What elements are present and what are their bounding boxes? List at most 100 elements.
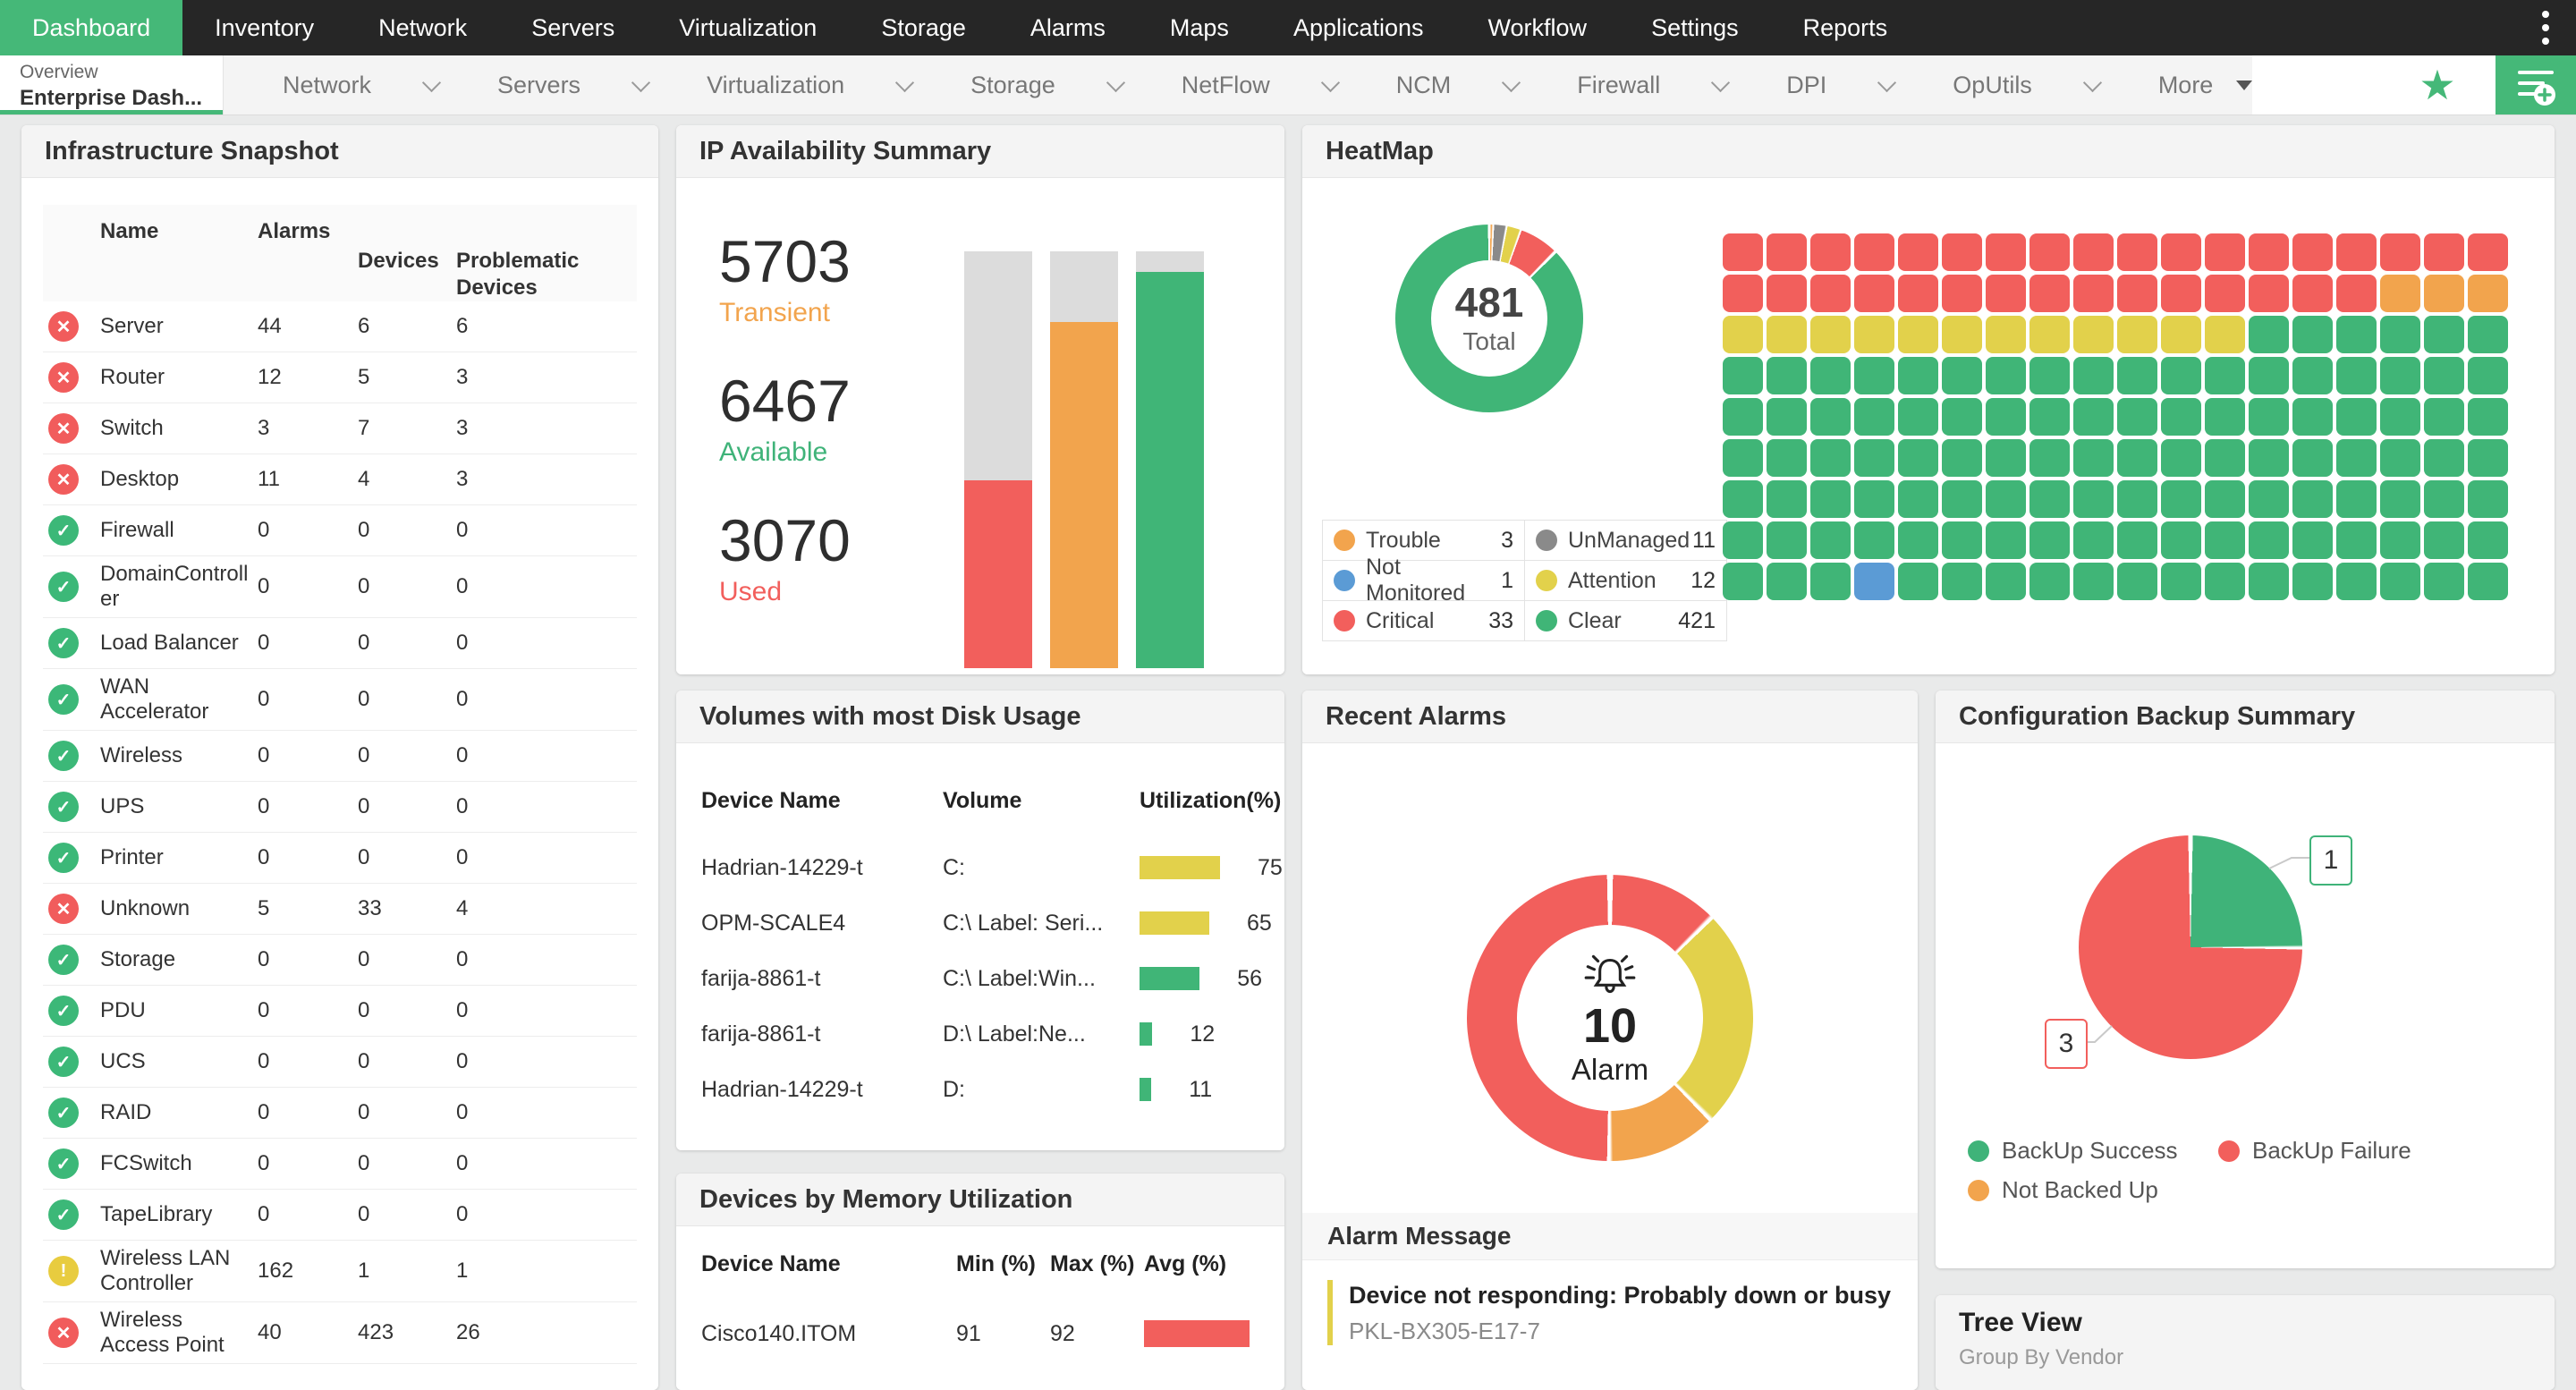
infra-row-wan-accelerator[interactable]: ✓ WAN Accelerator 0 0 0: [43, 669, 637, 731]
heatmap-cell-r2c16[interactable]: [2424, 316, 2464, 353]
heatmap-cell-r1c4[interactable]: [1898, 275, 1938, 312]
heatmap-cell-r0c3[interactable]: [1854, 233, 1894, 271]
heatmap-cell-r2c14[interactable]: [2336, 316, 2377, 353]
heatmap-cell-r3c11[interactable]: [2205, 357, 2245, 394]
heatmap-cell-r2c13[interactable]: [2292, 316, 2333, 353]
heatmap-cell-r2c4[interactable]: [1898, 316, 1938, 353]
heatmap-cell-r4c10[interactable]: [2161, 398, 2201, 436]
heatmap-cell-r1c14[interactable]: [2336, 275, 2377, 312]
heatmap-cell-r2c11[interactable]: [2205, 316, 2245, 353]
heatmap-cell-r1c12[interactable]: [2249, 275, 2289, 312]
legend-item-clear[interactable]: Clear 421: [1525, 601, 1727, 641]
nav-tab-servers[interactable]: Servers: [531, 13, 615, 41]
heatmap-cell-r6c8[interactable]: [2073, 480, 2114, 518]
volume-row[interactable]: farija-8861-t D:\ Label:Ne... 12: [676, 1006, 1284, 1062]
backup-pie-chart[interactable]: [2079, 835, 2302, 1059]
heatmap-cell-r4c8[interactable]: [2073, 398, 2114, 436]
dashboard-tab-firewall[interactable]: Firewall: [1518, 55, 1731, 114]
heatmap-cell-r0c10[interactable]: [2161, 233, 2201, 271]
heatmap-cell-r4c9[interactable]: [2117, 398, 2157, 436]
heatmap-cell-r0c14[interactable]: [2336, 233, 2377, 271]
heatmap-cell-r1c7[interactable]: [2029, 275, 2070, 312]
heatmap-cell-r7c15[interactable]: [2380, 521, 2420, 559]
heatmap-cell-r4c12[interactable]: [2249, 398, 2289, 436]
heatmap-cell-r5c6[interactable]: [1986, 439, 2026, 477]
dashboard-tab-oputils[interactable]: OpUtils: [1894, 55, 2102, 114]
nav-tab-settings[interactable]: Settings: [1651, 13, 1739, 41]
heatmap-cell-r6c2[interactable]: [1810, 480, 1851, 518]
heatmap-cell-r7c8[interactable]: [2073, 521, 2114, 559]
heatmap-cell-r0c12[interactable]: [2249, 233, 2289, 271]
heatmap-cell-r5c13[interactable]: [2292, 439, 2333, 477]
heatmap-cell-r7c14[interactable]: [2336, 521, 2377, 559]
heatmap-cell-r8c16[interactable]: [2424, 563, 2464, 600]
overflow-menu-icon[interactable]: [2515, 0, 2576, 55]
heatmap-cell-r7c0[interactable]: [1723, 521, 1763, 559]
heatmap-cell-r2c15[interactable]: [2380, 316, 2420, 353]
heatmap-cell-r7c10[interactable]: [2161, 521, 2201, 559]
heatmap-cell-r1c13[interactable]: [2292, 275, 2333, 312]
heatmap-cell-r8c5[interactable]: [1942, 563, 1982, 600]
nav-tab-inventory[interactable]: Inventory: [215, 13, 315, 41]
heatmap-cell-r2c2[interactable]: [1810, 316, 1851, 353]
infra-row-wireless-lan-controller[interactable]: ! Wireless LAN Controller 162 1 1: [43, 1241, 637, 1302]
dashboard-tab-ncm[interactable]: NCM: [1337, 55, 1521, 114]
alarm-item[interactable]: Device not responding: Probably down or …: [1327, 1280, 1896, 1345]
nav-tab-reports[interactable]: Reports: [1802, 13, 1888, 41]
heatmap-cell-r6c6[interactable]: [1986, 480, 2026, 518]
heatmap-cell-r1c0[interactable]: [1723, 275, 1763, 312]
heatmap-cell-r0c6[interactable]: [1986, 233, 2026, 271]
heatmap-cell-r7c16[interactable]: [2424, 521, 2464, 559]
volume-row[interactable]: Hadrian-14229-t C: 75: [676, 840, 1284, 895]
heatmap-cell-r5c9[interactable]: [2117, 439, 2157, 477]
heatmap-cell-r0c0[interactable]: [1723, 233, 1763, 271]
heatmap-cell-r6c11[interactable]: [2205, 480, 2245, 518]
infra-row-switch[interactable]: ✕ Switch 3 7 3: [43, 403, 637, 454]
favorite-star-icon[interactable]: ★: [2379, 55, 2496, 114]
heatmap-cell-r4c14[interactable]: [2336, 398, 2377, 436]
heatmap-cell-r1c2[interactable]: [1810, 275, 1851, 312]
heatmap-cell-r0c4[interactable]: [1898, 233, 1938, 271]
infra-row-router[interactable]: ✕ Router 12 5 3: [43, 352, 637, 403]
heatmap-cell-r6c1[interactable]: [1767, 480, 1807, 518]
heatmap-cell-r5c14[interactable]: [2336, 439, 2377, 477]
backup-legend-not-backed-up[interactable]: Not Backed Up: [1968, 1176, 2158, 1204]
heatmap-cell-r7c1[interactable]: [1767, 521, 1807, 559]
heatmap-cell-r8c13[interactable]: [2292, 563, 2333, 600]
heatmap-cell-r1c10[interactable]: [2161, 275, 2201, 312]
heatmap-cell-r3c0[interactable]: [1723, 357, 1763, 394]
heatmap-cell-r4c11[interactable]: [2205, 398, 2245, 436]
heatmap-cell-r8c0[interactable]: [1723, 563, 1763, 600]
heatmap-cell-r5c10[interactable]: [2161, 439, 2201, 477]
heatmap-cell-r5c17[interactable]: [2468, 439, 2508, 477]
heatmap-cell-r8c14[interactable]: [2336, 563, 2377, 600]
heatmap-cell-r2c7[interactable]: [2029, 316, 2070, 353]
heatmap-cell-r6c3[interactable]: [1854, 480, 1894, 518]
nav-tab-applications[interactable]: Applications: [1292, 13, 1424, 41]
heatmap-cell-r5c7[interactable]: [2029, 439, 2070, 477]
heatmap-cell-r6c7[interactable]: [2029, 480, 2070, 518]
infra-row-tapelibrary[interactable]: ✓ TapeLibrary 0 0 0: [43, 1190, 637, 1241]
volume-row[interactable]: OPM-SCALE4 C:\ Label: Seri... 65: [676, 895, 1284, 951]
heatmap-cell-r4c17[interactable]: [2468, 398, 2508, 436]
heatmap-cell-r0c8[interactable]: [2073, 233, 2114, 271]
heatmap-cell-r7c6[interactable]: [1986, 521, 2026, 559]
heatmap-cell-r3c3[interactable]: [1854, 357, 1894, 394]
heatmap-cell-r7c12[interactable]: [2249, 521, 2289, 559]
heatmap-cell-r1c16[interactable]: [2424, 275, 2464, 312]
heatmap-cell-r3c4[interactable]: [1898, 357, 1938, 394]
dashboard-tab-storage[interactable]: Storage: [911, 55, 1125, 114]
heatmap-cell-r4c2[interactable]: [1810, 398, 1851, 436]
heatmap-cell-r1c8[interactable]: [2073, 275, 2114, 312]
nav-tab-alarms[interactable]: Alarms: [1030, 13, 1106, 41]
nav-tab-virtualization[interactable]: Virtualization: [679, 13, 818, 41]
infra-row-unknown[interactable]: ✕ Unknown 5 33 4: [43, 884, 637, 935]
heatmap-cell-r2c1[interactable]: [1767, 316, 1807, 353]
heatmap-cell-r3c8[interactable]: [2073, 357, 2114, 394]
heatmap-cell-r2c10[interactable]: [2161, 316, 2201, 353]
heatmap-cell-r5c12[interactable]: [2249, 439, 2289, 477]
nav-tab-storage[interactable]: Storage: [881, 13, 966, 41]
heatmap-cell-r6c17[interactable]: [2468, 480, 2508, 518]
dashboard-tab-servers[interactable]: Servers: [438, 55, 651, 114]
infra-row-wireless-access-point[interactable]: ✕ Wireless Access Point 40 423 26: [43, 1302, 637, 1364]
